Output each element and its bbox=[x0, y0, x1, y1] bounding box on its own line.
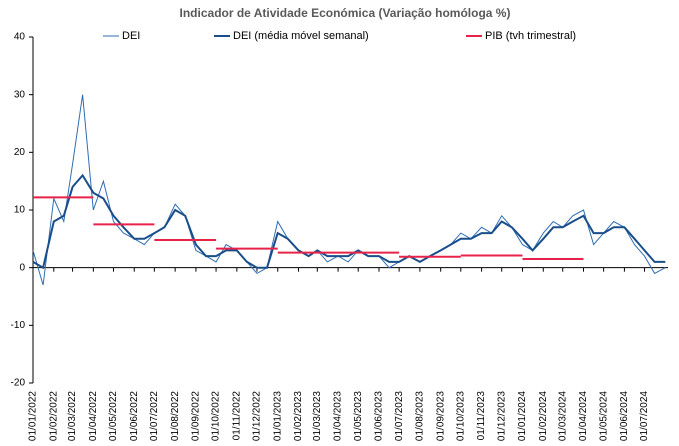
x-tick-label: 01/02/2024 bbox=[538, 391, 549, 441]
x-tick-label: 01/06/2024 bbox=[619, 391, 630, 441]
y-tick-label: -10 bbox=[11, 320, 26, 331]
x-tick-label: 01/04/2022 bbox=[88, 391, 99, 441]
x-tick-label: 01/02/2022 bbox=[48, 391, 59, 441]
x-tick-label: 01/12/2022 bbox=[252, 391, 263, 441]
x-tick-label: 01/03/2024 bbox=[557, 391, 568, 441]
y-tick-label: 30 bbox=[14, 89, 26, 100]
x-tick-label: 01/01/2022 bbox=[28, 391, 39, 441]
x-tick-label: 01/02/2023 bbox=[293, 391, 304, 441]
x-tick-label: 01/10/2022 bbox=[211, 391, 222, 441]
y-tick-label: 40 bbox=[14, 32, 26, 43]
y-tick-label: 20 bbox=[14, 147, 26, 158]
x-tick-label: 01/09/2023 bbox=[435, 391, 446, 441]
series-line bbox=[32, 173, 666, 270]
chart-title: Indicador de Atividade Económica (Variaç… bbox=[180, 6, 511, 20]
x-tick-label: 01/05/2023 bbox=[353, 391, 364, 441]
x-tick-label: 01/09/2022 bbox=[191, 391, 202, 441]
y-tick-label: 0 bbox=[19, 262, 25, 273]
x-tick-label: 01/11/2023 bbox=[476, 391, 487, 441]
x-tick-label: 01/03/2022 bbox=[67, 391, 78, 441]
x-tick-label: 01/06/2023 bbox=[374, 391, 385, 441]
x-tick-label: 01/05/2024 bbox=[598, 391, 609, 441]
x-tick-label: 01/07/2024 bbox=[639, 391, 650, 441]
legend-label: DEI (média móvel semanal) bbox=[233, 30, 369, 42]
x-tick-label: 01/04/2024 bbox=[578, 391, 589, 441]
x-tick-label: 01/10/2023 bbox=[455, 391, 466, 441]
legend-label: DEI bbox=[122, 30, 140, 42]
x-tick-label: 01/05/2022 bbox=[108, 391, 119, 441]
x-tick-label: 01/07/2023 bbox=[394, 391, 405, 441]
x-tick-label: 01/01/2024 bbox=[517, 391, 528, 441]
x-tick-label: 01/03/2023 bbox=[312, 391, 323, 441]
legend-label: PIB (tvh trimestral) bbox=[485, 30, 576, 42]
series-line bbox=[32, 94, 666, 286]
x-tick-label: 01/06/2022 bbox=[129, 391, 140, 441]
x-tick-label: 01/11/2022 bbox=[231, 391, 242, 441]
x-tick-label: 01/04/2023 bbox=[333, 391, 344, 441]
x-tick-label: 01/08/2022 bbox=[170, 391, 181, 441]
x-tick-label: 01/01/2023 bbox=[272, 391, 283, 441]
y-tick-label: -20 bbox=[11, 378, 26, 389]
x-tick-label: 01/07/2022 bbox=[149, 391, 160, 441]
y-tick-label: 10 bbox=[14, 205, 26, 216]
x-tick-label: 01/08/2023 bbox=[415, 391, 426, 441]
x-tick-label: 01/12/2023 bbox=[496, 391, 507, 441]
